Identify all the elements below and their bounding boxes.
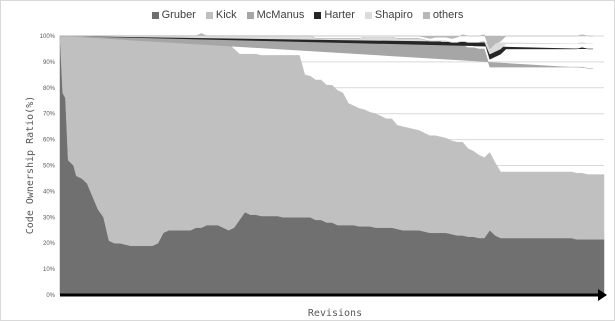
- legend-swatch: [422, 11, 430, 19]
- y-tick-label: 20%: [43, 241, 56, 247]
- y-tick-label: 90%: [43, 60, 56, 66]
- legend-item-gruber: Gruber: [151, 9, 196, 21]
- legend-swatch: [246, 11, 254, 19]
- legend-label: McManus: [256, 9, 305, 21]
- area-series-group: [59, 33, 605, 296]
- legend-label: others: [432, 9, 464, 21]
- y-tick-label: 30%: [43, 215, 56, 221]
- legend-label: Harter: [324, 9, 355, 21]
- legend-label: Shapiro: [374, 9, 413, 21]
- y-axis-title: Code Ownership Ratio(%): [25, 96, 36, 234]
- y-tick-label: 0%: [46, 293, 55, 299]
- y-tick-label: 50%: [43, 164, 56, 170]
- legend-swatch: [205, 11, 213, 19]
- area-series-kick: [59, 35, 605, 247]
- y-tick-label: 60%: [43, 138, 56, 144]
- y-tick-label: 100%: [40, 34, 56, 40]
- legend-item-shapiro: Shapiro: [364, 9, 413, 21]
- legend-item-kick: Kick: [205, 9, 237, 21]
- y-tick-label: 10%: [43, 267, 56, 273]
- x-axis-arrowhead: [598, 289, 607, 301]
- legend-item-others: others: [422, 9, 464, 21]
- y-tick-label: 80%: [43, 86, 56, 92]
- legend-item-mcmanus: McManus: [246, 9, 305, 21]
- legend-label: Gruber: [161, 9, 196, 21]
- legend-item-harter: Harter: [314, 9, 355, 21]
- y-tick-labels: 0% 10% 20% 30% 40% 50% 60% 70% 80% 90% 100%: [40, 34, 56, 299]
- chart-legend: Gruber Kick McManus Harter Shapiro others: [0, 9, 615, 21]
- legend-label: Kick: [215, 9, 237, 21]
- legend-swatch: [364, 11, 372, 19]
- y-tick-label: 40%: [43, 189, 56, 195]
- x-axis-title: Revisions: [308, 308, 362, 319]
- y-tick-label: 70%: [43, 112, 56, 118]
- area-series-others: [60, 33, 594, 50]
- legend-swatch: [314, 11, 322, 19]
- legend-swatch: [151, 11, 159, 19]
